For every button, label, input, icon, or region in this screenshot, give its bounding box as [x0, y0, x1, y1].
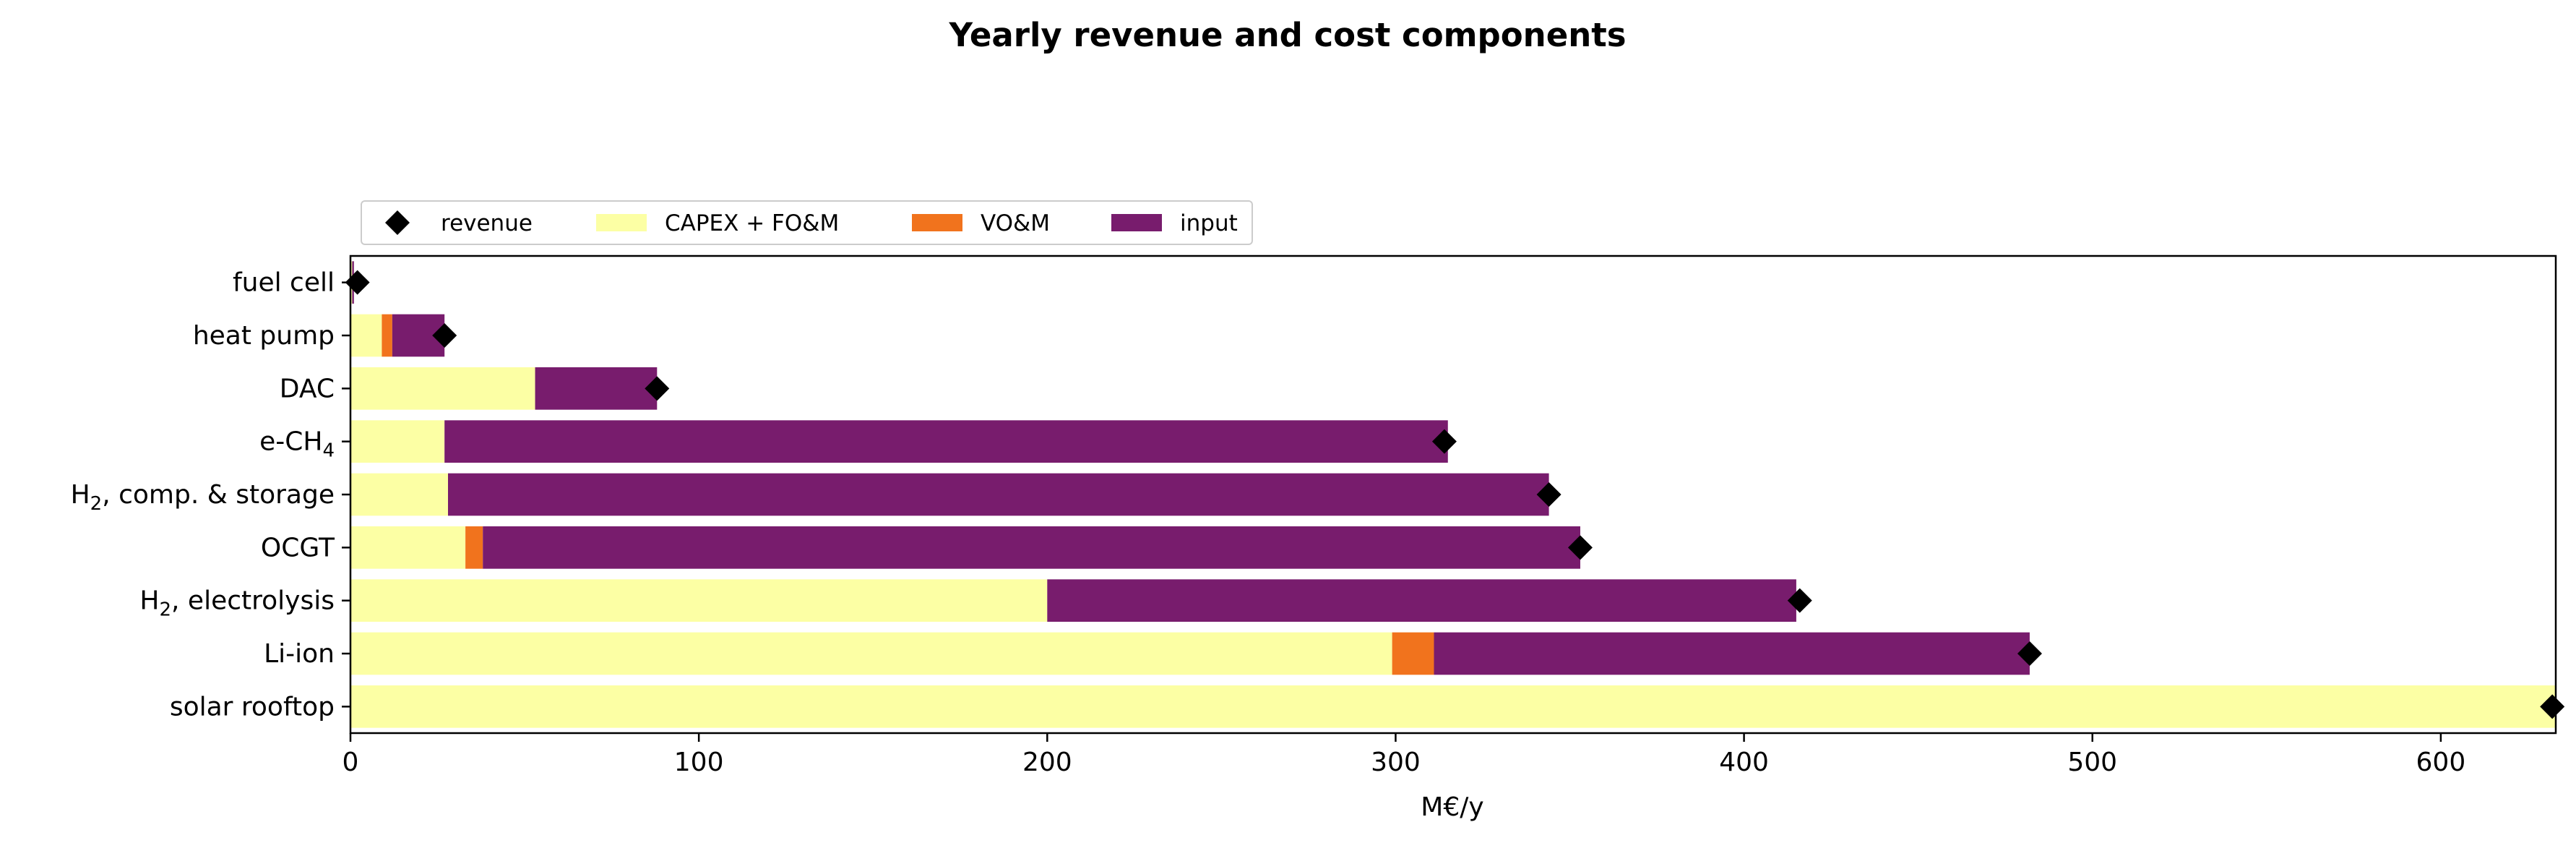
bar-segment	[1392, 632, 1434, 675]
bar-segment	[350, 367, 535, 410]
x-tick-label: 200	[1022, 748, 1072, 777]
y-tick-label-text: solar rooftop	[170, 692, 335, 722]
x-axis-label: M€/y	[1421, 792, 1483, 822]
bar-segment	[1047, 579, 1796, 622]
legend-swatch	[912, 214, 962, 231]
legend-label: CAPEX + FO&M	[665, 210, 839, 236]
legend-swatch	[1111, 214, 1162, 231]
bar-segment	[350, 632, 1392, 675]
bar-segment	[350, 685, 2556, 728]
x-axis: 0 100 200 300 400 500 600	[343, 254, 2557, 777]
legend: revenue CAPEX + FO&M VO&M input	[361, 200, 1253, 245]
revenue-marker	[1536, 482, 1561, 507]
x-tick-label: 400	[1719, 748, 1769, 777]
bar-segment	[350, 579, 1048, 622]
x-tick-label: 100	[674, 748, 724, 777]
bar-segment	[350, 314, 382, 357]
y-tick-label: e-CH4	[259, 427, 335, 462]
x-tick-label: 600	[2416, 748, 2466, 777]
y-tick-label-text: OCGT	[261, 533, 335, 562]
bar-segment	[350, 473, 449, 516]
legend-swatch	[596, 214, 647, 231]
y-tick-label-text: H	[71, 480, 90, 510]
plot-frame	[349, 254, 2557, 735]
revenue-marker	[645, 376, 670, 401]
bar-segment	[350, 526, 466, 569]
bar-segment	[444, 420, 1448, 463]
bar-segment	[535, 367, 658, 410]
y-tick-label: OCGT	[261, 533, 335, 562]
x-tick-label: 500	[2067, 748, 2117, 777]
bar-segment	[350, 420, 445, 463]
y-tick-label-text: Li-ion	[264, 639, 335, 669]
y-tick-label: H2, electrolysis	[139, 586, 335, 621]
y-tick-label-text: DAC	[280, 374, 335, 403]
y-tick-label: solar rooftop	[170, 692, 335, 722]
bars-group	[350, 261, 2556, 728]
bar-segment	[448, 473, 1549, 516]
y-tick-label: H2, comp. & storage	[71, 480, 335, 515]
revenue-marker	[432, 323, 457, 348]
y-tick-label: heat pump	[193, 321, 335, 351]
y-tick-label-subscript: 2	[160, 599, 172, 621]
legend-label: input	[1180, 210, 1238, 236]
legend-label: VO&M	[981, 210, 1050, 236]
y-tick-label-subscript: 4	[322, 440, 335, 462]
bar-segment	[1434, 632, 2030, 675]
y-tick-label: fuel cell	[233, 268, 335, 298]
y-tick-label: Li-ion	[264, 639, 335, 669]
y-tick-label: DAC	[280, 374, 335, 403]
bar-segment	[483, 526, 1580, 569]
x-tick-label: 0	[343, 748, 359, 777]
revenue-marker	[1787, 588, 1812, 613]
y-tick-label-text: heat pump	[193, 321, 335, 351]
revenue-marker	[1431, 429, 1457, 454]
y-tick-label-text: fuel cell	[233, 268, 335, 298]
y-tick-label-suffix: , electrolysis	[171, 586, 335, 616]
y-tick-label-suffix: , comp. & storage	[102, 480, 335, 510]
revenue-marker	[2540, 694, 2565, 719]
legend-marker-revenue	[385, 210, 410, 235]
y-tick-label-text: e-CH	[259, 427, 322, 457]
chart-title: Yearly revenue and cost components	[948, 16, 1626, 54]
bar-segment	[382, 314, 392, 357]
legend-label: revenue	[441, 210, 533, 236]
legend-frame	[361, 200, 1253, 245]
bar-segment	[465, 526, 483, 569]
y-tick-label-subscript: 2	[90, 493, 103, 515]
revenue-marker	[2017, 641, 2042, 666]
revenue-markers-group	[345, 270, 2565, 719]
x-tick-label: 300	[1371, 748, 1421, 777]
y-tick-label-text: H	[139, 586, 159, 616]
revenue-marker	[1567, 535, 1593, 560]
